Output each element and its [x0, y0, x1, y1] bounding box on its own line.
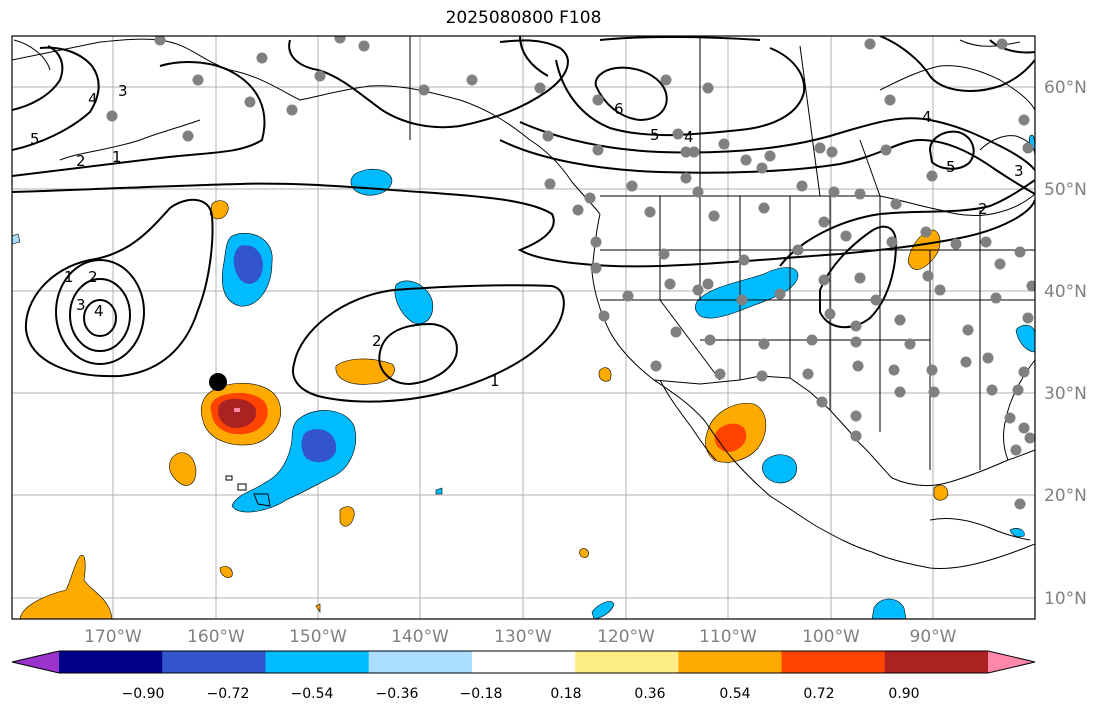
lon-label: 150°W [289, 627, 347, 647]
contour-label: 2 [978, 200, 988, 218]
contour-label: 2 [372, 332, 382, 350]
colorbar-segment [575, 651, 679, 673]
colorbar-tick-label: −0.72 [207, 686, 250, 702]
contour-label: 4 [94, 302, 104, 320]
shaded-anomalies [12, 134, 1035, 619]
lon-label: 170°W [84, 627, 142, 647]
station-markers [106, 36, 1035, 510]
contour-label: 4 [922, 108, 932, 126]
contour-label: 3 [76, 296, 86, 314]
contour-label: 5 [946, 158, 956, 176]
colorbar-segment [884, 651, 989, 673]
contour-label: 4 [88, 90, 98, 108]
height-contours [12, 36, 1035, 403]
colorbar-tick-label: 0.90 [888, 686, 919, 702]
lon-label: 110°W [699, 627, 757, 647]
contour-label: 5 [30, 130, 40, 148]
longitude-labels: 170°W 160°W 150°W 140°W 130°W 120°W 110°… [84, 627, 957, 647]
contour-label: 1 [490, 372, 500, 390]
colorbar-extend-high [988, 651, 1035, 673]
storm-center-marker [209, 373, 227, 391]
contour-label: 2 [76, 152, 86, 170]
colorbar-tick-label: 0.18 [550, 686, 581, 702]
colorbar-tick-label: 0.36 [634, 686, 665, 702]
colorbar-tick-label: 0.72 [803, 686, 834, 702]
contour-label: 3 [1014, 162, 1024, 180]
colorbar-extend-low [12, 651, 59, 673]
lat-label: 10°N [1044, 589, 1087, 609]
colorbar-segment [162, 651, 266, 673]
lat-label: 50°N [1044, 180, 1087, 200]
lon-label: 130°W [494, 627, 552, 647]
colorbar-segment [471, 651, 576, 673]
lat-label: 60°N [1044, 78, 1087, 98]
lon-label: 90°W [910, 627, 957, 647]
colorbar-tick-label: 0.54 [719, 686, 750, 702]
colorbar-segment [368, 651, 473, 673]
colorbar-tick-label: −0.18 [460, 686, 503, 702]
contour-label: 1 [112, 148, 122, 166]
lon-label: 100°W [802, 627, 860, 647]
lat-label: 30°N [1044, 384, 1087, 404]
lat-label: 20°N [1044, 486, 1087, 506]
coastlines [12, 36, 1035, 569]
contour-labels: 5 4 3 2 1 1 2 3 4 2 1 6 5 4 4 5 2 3 [30, 82, 1024, 390]
latitude-labels: 60°N 50°N 40°N 30°N 20°N 10°N [1044, 78, 1087, 609]
contour-label: 5 [650, 126, 660, 144]
colorbar-tick-label: −0.90 [122, 686, 165, 702]
map-frame [11, 35, 1036, 620]
contour-label: 4 [684, 128, 694, 146]
colorbar-tick-label: −0.36 [376, 686, 419, 702]
colorbar-segment [59, 651, 163, 673]
contour-label: 3 [118, 82, 128, 100]
lon-label: 160°W [187, 627, 245, 647]
contour-label: 2 [88, 268, 98, 286]
colorbar-tick-label: −0.54 [291, 686, 334, 702]
lon-label: 120°W [597, 627, 655, 647]
colorbar [11, 650, 1036, 674]
contour-label: 1 [64, 268, 74, 286]
map-title: 2025080800 F108 [445, 8, 602, 28]
colorbar-outline [11, 650, 1036, 674]
lat-label: 40°N [1044, 282, 1087, 302]
colorbar-labels: −0.90 −0.72 −0.54 −0.36 −0.18 0.18 0.36 … [122, 686, 920, 702]
colorbar-segment [265, 651, 370, 673]
colorbar-segment [781, 651, 886, 673]
colorbar-segment [678, 651, 783, 673]
contour-label: 6 [614, 100, 624, 118]
lon-label: 140°W [391, 627, 449, 647]
